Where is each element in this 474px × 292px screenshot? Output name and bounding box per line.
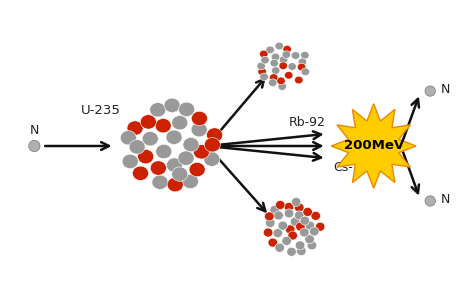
Ellipse shape bbox=[264, 212, 274, 221]
Ellipse shape bbox=[285, 225, 295, 234]
Ellipse shape bbox=[273, 229, 283, 238]
Ellipse shape bbox=[167, 178, 183, 192]
Ellipse shape bbox=[288, 63, 296, 70]
Ellipse shape bbox=[183, 138, 199, 152]
Ellipse shape bbox=[277, 77, 285, 85]
Text: 200MeV: 200MeV bbox=[344, 140, 404, 152]
Ellipse shape bbox=[315, 222, 325, 231]
Ellipse shape bbox=[292, 52, 300, 59]
Ellipse shape bbox=[127, 121, 143, 135]
Ellipse shape bbox=[310, 227, 319, 236]
Ellipse shape bbox=[297, 63, 306, 71]
Ellipse shape bbox=[140, 115, 156, 129]
Ellipse shape bbox=[307, 241, 317, 250]
Ellipse shape bbox=[257, 62, 265, 70]
Ellipse shape bbox=[261, 56, 269, 64]
Ellipse shape bbox=[129, 140, 145, 154]
Ellipse shape bbox=[156, 144, 172, 159]
Ellipse shape bbox=[272, 67, 280, 74]
Ellipse shape bbox=[132, 166, 148, 180]
Ellipse shape bbox=[292, 197, 301, 206]
Ellipse shape bbox=[294, 76, 303, 84]
Ellipse shape bbox=[298, 58, 307, 66]
Ellipse shape bbox=[278, 83, 286, 90]
Ellipse shape bbox=[279, 56, 288, 64]
Ellipse shape bbox=[179, 102, 195, 117]
Ellipse shape bbox=[270, 59, 279, 67]
Text: U-235: U-235 bbox=[81, 104, 120, 117]
Text: N: N bbox=[30, 124, 39, 138]
Ellipse shape bbox=[266, 46, 274, 54]
Ellipse shape bbox=[300, 228, 309, 237]
Ellipse shape bbox=[278, 221, 288, 230]
Ellipse shape bbox=[150, 161, 166, 175]
Ellipse shape bbox=[294, 211, 304, 220]
Ellipse shape bbox=[283, 45, 292, 53]
Ellipse shape bbox=[142, 131, 158, 146]
Ellipse shape bbox=[137, 150, 154, 164]
Ellipse shape bbox=[275, 42, 283, 50]
Ellipse shape bbox=[425, 86, 436, 96]
Polygon shape bbox=[331, 104, 416, 188]
Ellipse shape bbox=[172, 116, 188, 130]
Ellipse shape bbox=[268, 238, 277, 247]
Ellipse shape bbox=[178, 151, 194, 165]
Ellipse shape bbox=[275, 243, 284, 252]
Ellipse shape bbox=[166, 158, 182, 172]
Ellipse shape bbox=[204, 152, 220, 166]
Ellipse shape bbox=[164, 98, 180, 112]
Ellipse shape bbox=[295, 241, 305, 250]
Ellipse shape bbox=[279, 62, 287, 69]
Ellipse shape bbox=[305, 221, 315, 230]
Ellipse shape bbox=[258, 68, 266, 75]
Ellipse shape bbox=[284, 202, 294, 211]
Text: Cs-140: Cs-140 bbox=[334, 161, 377, 174]
Ellipse shape bbox=[120, 131, 137, 145]
Ellipse shape bbox=[294, 203, 304, 212]
Ellipse shape bbox=[274, 211, 283, 220]
Text: Rb-92: Rb-92 bbox=[288, 117, 325, 129]
Ellipse shape bbox=[282, 51, 291, 58]
Ellipse shape bbox=[166, 130, 182, 145]
Ellipse shape bbox=[152, 175, 168, 190]
Ellipse shape bbox=[193, 145, 210, 159]
Ellipse shape bbox=[172, 167, 188, 181]
Ellipse shape bbox=[303, 207, 312, 216]
Ellipse shape bbox=[296, 222, 305, 231]
Ellipse shape bbox=[269, 74, 278, 81]
Ellipse shape bbox=[287, 247, 296, 256]
Ellipse shape bbox=[268, 79, 277, 86]
Ellipse shape bbox=[300, 216, 310, 225]
Ellipse shape bbox=[265, 218, 275, 227]
Ellipse shape bbox=[284, 209, 294, 218]
Ellipse shape bbox=[150, 103, 166, 117]
Ellipse shape bbox=[425, 196, 436, 206]
Ellipse shape bbox=[282, 237, 292, 246]
Ellipse shape bbox=[155, 119, 171, 133]
Ellipse shape bbox=[260, 73, 268, 81]
Ellipse shape bbox=[259, 50, 268, 58]
Text: N: N bbox=[441, 193, 450, 206]
Ellipse shape bbox=[291, 217, 300, 226]
Ellipse shape bbox=[271, 53, 280, 61]
Ellipse shape bbox=[264, 228, 273, 237]
Ellipse shape bbox=[270, 205, 280, 214]
Ellipse shape bbox=[297, 247, 306, 256]
Ellipse shape bbox=[305, 235, 314, 244]
Ellipse shape bbox=[275, 201, 285, 209]
Ellipse shape bbox=[284, 72, 293, 79]
Ellipse shape bbox=[182, 174, 199, 189]
Ellipse shape bbox=[122, 154, 138, 168]
Ellipse shape bbox=[207, 128, 223, 142]
Ellipse shape bbox=[191, 123, 207, 137]
Text: N: N bbox=[441, 83, 450, 96]
Ellipse shape bbox=[204, 138, 220, 152]
Ellipse shape bbox=[189, 162, 205, 177]
Ellipse shape bbox=[301, 51, 309, 59]
Ellipse shape bbox=[311, 211, 320, 220]
Ellipse shape bbox=[29, 140, 40, 152]
Ellipse shape bbox=[288, 231, 297, 240]
Ellipse shape bbox=[301, 68, 310, 76]
Ellipse shape bbox=[191, 111, 208, 126]
